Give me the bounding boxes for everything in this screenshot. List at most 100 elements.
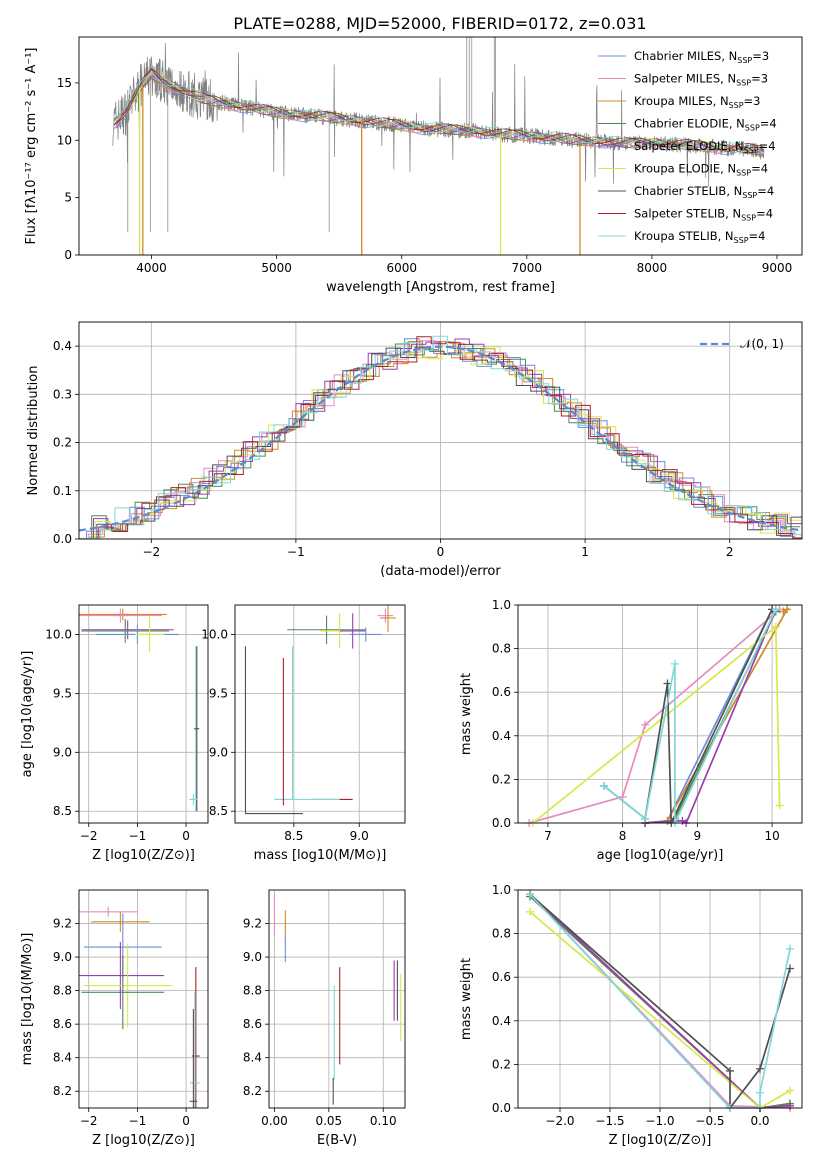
panel-spectrum: 4000 5000 6000 7000 8000 9000 0 5 10 15 wavelength…: [24, 36, 803, 295]
x-tick-label: 0.05: [315, 1114, 342, 1128]
y-tick-label: 9.0: [53, 950, 72, 964]
y-tick-label: 10: [57, 133, 72, 147]
y-tick-label: 8.5: [53, 804, 72, 818]
weight-marker: [775, 801, 784, 810]
y-tick-label: 0.8: [492, 927, 511, 941]
x-axis-label: age [log10(age/yr)]: [597, 848, 724, 863]
y-tick-label: 8.8: [53, 984, 72, 998]
y-axis-label: mass weight: [459, 673, 474, 755]
weight-marker: [599, 781, 608, 790]
panels-layer: 4000 5000 6000 7000 8000 9000051015wavelength…: [20, 36, 803, 1148]
y-tick-label: 0: [64, 248, 72, 262]
axes-frame: [234, 604, 406, 824]
x-axis-label: Z [log10(Z/Z⊙)]: [92, 1133, 195, 1148]
histogram-3: [79, 341, 799, 539]
y-tick-label: 8.2: [243, 1084, 262, 1098]
weight-marker: [641, 814, 650, 823]
x-tick-label: −2: [80, 1114, 98, 1128]
model-line-8: [113, 68, 765, 151]
weight-marker: [726, 1066, 734, 1075]
weight-marker: [756, 1088, 764, 1097]
x-axis-label: E(B-V): [317, 1133, 357, 1148]
model-line-1: [113, 71, 765, 155]
axes-frame: [517, 604, 803, 824]
y-axis-label: Normed distribution: [26, 366, 41, 496]
x-tick-label: 0: [182, 1114, 190, 1128]
y-tick-label: 0.0: [53, 532, 72, 546]
x-tick-label: 4000: [136, 261, 167, 275]
y-tick-label: 0.2: [492, 1057, 511, 1071]
axes-frame: [78, 889, 209, 1109]
x-tick-label: −1: [129, 829, 147, 843]
y-tick-label: 1.0: [492, 598, 511, 612]
x-tick-label: −1.5: [595, 1114, 624, 1128]
y-tick-label: 8.8: [243, 984, 262, 998]
x-tick-label: −2: [80, 829, 98, 843]
panel-mass_weight_vs_Z: −2.0 −1.5 −1.0 −0.5 0.0 0.0 0.2 0.4 0.6 0.8 1.0 Z […: [459, 883, 803, 1148]
plot-area-residuals: [79, 335, 802, 539]
y-tick-label: 0.0: [492, 1101, 511, 1115]
y-tick-label: 0.4: [492, 729, 511, 743]
weight-marker: [526, 907, 534, 916]
x-tick-label: 8: [619, 829, 627, 843]
x-tick-label: 0.10: [370, 1114, 397, 1128]
grid-age_vs_mass: [235, 605, 405, 823]
y-tick-label: 9.5: [53, 686, 72, 700]
legend-label: Kroupa MILES, NSSP=3: [634, 94, 760, 110]
plot-area-age_vs_mass: [244, 605, 396, 815]
panel-mass_weight_vs_age: 7 8 9 10 0.0 0.2 0.4 0.6 0.8 1.0 age [log10(age/yr…: [459, 598, 803, 863]
axes-frame: [78, 36, 803, 256]
y-tick-label: 0.0: [492, 816, 511, 830]
y-tick-label: 1.0: [492, 883, 511, 897]
x-tick-label: 0: [437, 545, 445, 559]
weight-marker: [526, 890, 534, 899]
y-tick-label: 8.2: [53, 1084, 72, 1098]
y-tick-label: 0.8: [492, 642, 511, 656]
legend-label: Salpeter STELIB, NSSP=4: [634, 207, 773, 223]
panel-age_vs_Z: −2 −1 0 8.5 9.0 9.5 10.0 Z [log10(Z/Z⊙)] age [lo…: [20, 604, 209, 863]
y-tick-label: 5: [64, 191, 72, 205]
y-tick-label: 9.0: [209, 745, 228, 759]
legend-spectrum: Chabrier MILES, NSSP=3 Salpeter MILES, NS…: [598, 49, 777, 245]
model-line-3: [113, 76, 765, 158]
histogram-9: [79, 335, 802, 539]
plot-area-spectrum: [112, 37, 765, 255]
y-tick-label: 15: [57, 76, 72, 90]
model-line-5: [113, 75, 765, 154]
weight-marker: [771, 605, 780, 614]
y-tick-label: 0.3: [53, 387, 72, 401]
panel-age_vs_mass: 8.5 9.0 8.5 9.0 9.5 10.0 mass [log10(M/M⊙)]: [201, 604, 406, 863]
histogram-8: [79, 336, 802, 539]
y-tick-label: 0.6: [492, 685, 511, 699]
weight-line: [645, 609, 777, 825]
x-tick-label: −1.0: [645, 1114, 674, 1128]
model-line-4: [113, 77, 765, 156]
y-axis-label: mass [log10(M/M⊙)]: [20, 933, 35, 1066]
legend-label: Kroupa ELODIE, NSSP=4: [634, 162, 768, 178]
plot-area-mass_weight_vs_age: [525, 605, 792, 827]
gaussian-curve: [79, 345, 802, 532]
y-tick-label: 8.4: [243, 1051, 262, 1065]
legend-label: Salpeter MILES, NSSP=3: [634, 72, 768, 88]
panel-mass_vs_Z: −2 −1 0 8.2 8.4 8.6 8.8 9.0 9.2 Z [log10(Z/Z⊙)] ma…: [20, 889, 209, 1148]
weight-marker: [786, 1086, 794, 1095]
y-tick-label: 9.0: [243, 950, 262, 964]
y-tick-label: 8.5: [209, 804, 228, 818]
histogram-5: [79, 338, 802, 539]
panel-residuals: −2 −1 0 1 2 0.0 0.1 0.2 0.3 0.4 (data-model)/error…: [26, 321, 803, 579]
x-axis-label: wavelength [Angstrom, rest frame]: [326, 280, 555, 295]
legend-label: Chabrier MILES, NSSP=3: [634, 49, 769, 65]
y-tick-label: 9.2: [53, 917, 72, 931]
y-tick-label: 10.0: [201, 627, 228, 641]
x-tick-label: 0: [182, 829, 190, 843]
y-tick-label: 10.0: [45, 627, 72, 641]
x-axis-label: (data-model)/error: [380, 564, 501, 579]
axes-frame: [268, 889, 406, 1109]
weight-marker: [786, 964, 794, 973]
figure-title: PLATE=0288, MJD=52000, FIBERID=0172, z=0…: [233, 14, 646, 33]
x-tick-label: 9000: [762, 261, 793, 275]
weight-marker: [663, 679, 672, 688]
legend-label: Chabrier STELIB, NSSP=4: [634, 184, 774, 200]
y-tick-label: 8.4: [53, 1051, 72, 1065]
